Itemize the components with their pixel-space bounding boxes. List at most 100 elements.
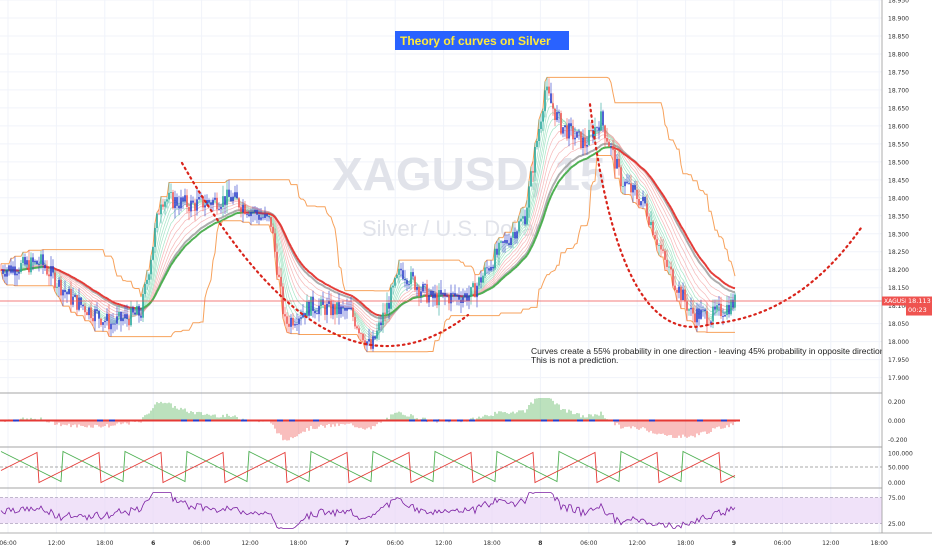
slow-ma-segment	[616, 148, 620, 151]
candle-body	[102, 322, 104, 325]
slow-ma-segment	[634, 161, 638, 165]
candle-body	[302, 313, 304, 318]
candle-body	[430, 290, 432, 296]
time-axis[interactable]: 06:00 12:00 18:00 6 06:00 12:00 18:00 7 06:00 12:…	[0, 532, 932, 547]
slow-ma-segment	[530, 243, 534, 249]
slow-ma-segment	[590, 154, 594, 157]
slow-ma-segment	[508, 270, 512, 274]
candle-body	[552, 103, 554, 109]
slow-ma-segment	[668, 204, 672, 209]
osc1-tick-label: 0.000	[888, 418, 905, 425]
candle-body	[606, 137, 608, 142]
slow-ma-segment	[230, 214, 234, 217]
candle-body	[538, 129, 540, 141]
osc3-tick-label: 25.00	[888, 521, 905, 528]
slow-ma-segment	[286, 238, 290, 244]
slow-ma-segment	[342, 291, 346, 295]
histogram-signal-dot	[181, 419, 187, 422]
candle-body	[20, 263, 22, 273]
candle-body	[516, 231, 518, 239]
candle-body	[470, 287, 472, 296]
candle-body	[126, 314, 128, 319]
osc3-tick-label: 75.00	[888, 495, 905, 502]
candle-body	[562, 127, 564, 134]
slow-ma-segment	[160, 279, 164, 285]
slow-ma-segment	[346, 293, 350, 296]
candle-body	[234, 192, 236, 197]
candle-body	[714, 306, 716, 310]
candle-body	[10, 265, 12, 273]
time-tick-label: 06:00	[580, 540, 597, 547]
candle-body	[222, 196, 224, 207]
candle-body	[522, 216, 524, 219]
candle-body	[640, 201, 642, 206]
candle-body	[648, 216, 650, 226]
slow-ma-segment	[716, 276, 720, 280]
candle-body	[732, 299, 734, 308]
candle-body	[614, 149, 616, 169]
candle-body	[358, 328, 360, 334]
histogram-signal-dot	[241, 419, 247, 422]
slow-ma-segment	[522, 257, 526, 261]
price-tick-label: 18.600	[888, 123, 909, 130]
candle-body	[56, 286, 58, 288]
candle-body	[208, 200, 210, 203]
candle-body	[432, 290, 434, 299]
candle-body	[18, 272, 20, 274]
candle-body	[170, 192, 172, 193]
annotation-title-box[interactable]	[395, 31, 569, 50]
candle-body	[462, 297, 464, 304]
candle-body	[164, 201, 166, 207]
slow-ma-segment	[666, 200, 670, 206]
osc2-tick-label: 50.000	[888, 465, 909, 472]
slow-ma-segment	[388, 312, 392, 316]
time-tick-label: 12:00	[48, 540, 65, 547]
slow-ma-segment	[704, 263, 708, 268]
candle-body	[554, 108, 556, 121]
candle-body	[502, 241, 504, 243]
candle-body	[406, 280, 408, 285]
candle-body	[34, 260, 36, 263]
candle-body	[536, 140, 538, 148]
slow-ma-segment	[208, 224, 212, 228]
slow-ma-segment	[186, 241, 190, 246]
slow-ma-segment	[510, 268, 514, 273]
time-tick-label: 12:00	[435, 540, 452, 547]
candle-body	[684, 289, 686, 302]
candle-body	[726, 304, 728, 316]
price-tick-label: 18.350	[888, 213, 909, 220]
slow-ma-segment	[396, 305, 400, 310]
candle-body	[290, 317, 292, 327]
candle-body	[272, 226, 274, 234]
price-axis[interactable]: 18.950 18.900 18.850 18.800 18.750 18.700 18.6…	[881, 0, 932, 550]
slow-ma-segment	[310, 272, 314, 276]
pane-borders	[0, 392, 932, 489]
candle-body	[74, 295, 76, 297]
candle-body	[216, 197, 218, 210]
candle-body	[422, 284, 424, 292]
slow-ma-segment	[210, 223, 214, 227]
ribbon-ema-line	[0, 138, 736, 323]
candle-body	[116, 316, 118, 324]
candle-body	[508, 243, 510, 245]
candle-body	[120, 311, 122, 322]
candle-body	[542, 111, 544, 122]
candle-body	[292, 317, 294, 326]
histogram-signal-dot	[457, 419, 463, 422]
candle-body	[602, 111, 604, 126]
slow-ma-segment	[656, 185, 660, 190]
candle-body	[100, 318, 102, 325]
candle-body	[340, 306, 342, 315]
channel-upper	[1, 76, 736, 298]
candle-body	[220, 206, 222, 209]
slow-ma-segment	[696, 252, 700, 258]
slow-ma-segment	[586, 156, 590, 160]
slow-ma-segment	[482, 290, 486, 294]
candle-body	[488, 268, 490, 271]
slow-ma-segment	[204, 227, 208, 231]
slow-ma-segment	[578, 160, 582, 163]
rsi-line	[0, 492, 736, 529]
slow-ma-segment	[78, 279, 82, 283]
time-tick-label: 18:00	[96, 540, 113, 547]
last-price-countdown: 00:23	[908, 306, 927, 314]
